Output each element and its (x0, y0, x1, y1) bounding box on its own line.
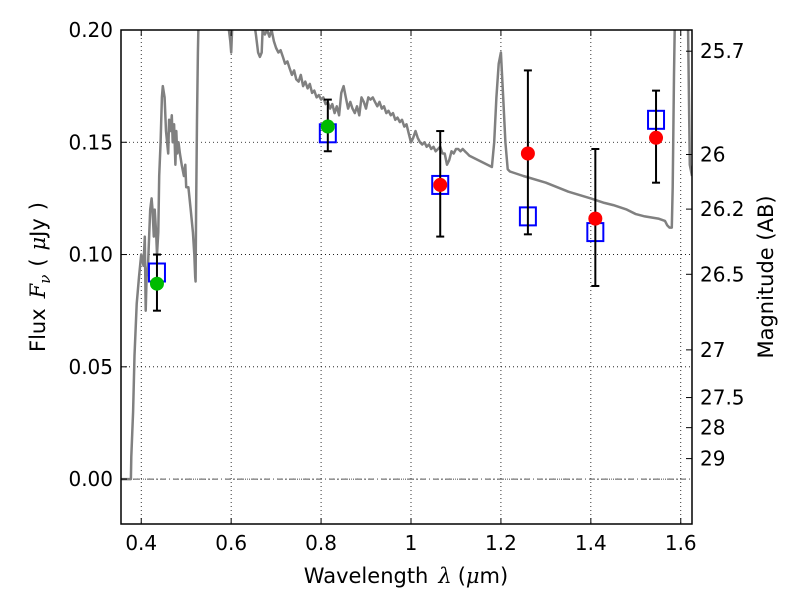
y-tick-label: 0.00 (68, 467, 113, 491)
detection-point (320, 119, 335, 134)
x-tick-label: 1.6 (665, 531, 697, 555)
data-points (149, 119, 664, 291)
measurement-point (588, 211, 603, 226)
x-axis-ticks: 0.4 0.6 0.8 1 1.2 1.4 1.6 (125, 30, 697, 555)
x-tick-label: 1 (405, 531, 418, 555)
x-tick-label: 1.2 (485, 531, 517, 555)
magnitude-tick-label: 28 (700, 416, 725, 440)
magnitude-tick-label: 26.2 (700, 197, 745, 221)
plot-area (121, 30, 692, 524)
plot-content (121, 30, 692, 481)
plot-frame (120, 29, 693, 525)
template-spectrum-line (121, 30, 692, 481)
magnitude-tick-label: 26.5 (700, 262, 745, 286)
y-axis-ticks: 0.00 0.05 0.10 0.15 0.20 (68, 18, 127, 491)
x-tick-label: 0.8 (305, 531, 337, 555)
y-tick-label: 0.10 (68, 243, 113, 267)
y-axis-label: FluxFν(μJy) (26, 202, 54, 352)
detection-point (149, 276, 164, 291)
magnitude-tick-label: 29 (700, 447, 725, 471)
magnitude-tick-label: 25.7 (700, 39, 745, 63)
magnitude-axis-label: Magnitude (AB) (754, 195, 778, 358)
x-tick-label: 0.6 (215, 531, 247, 555)
x-tick-label: 1.4 (575, 531, 607, 555)
y-tick-label: 0.20 (68, 18, 113, 42)
y-tick-label: 0.15 (68, 130, 113, 154)
measurement-point (520, 146, 535, 161)
magnitude-tick-label: 26 (700, 143, 725, 167)
y-tick-label: 0.05 (68, 355, 113, 379)
x-tick-label: 0.4 (125, 531, 157, 555)
magnitude-tick-label: 27.5 (700, 386, 745, 410)
magnitude-axis-ticks: 25.7 26 26.2 26.5 27 27.5 28 29 (686, 39, 745, 471)
measurement-point (433, 177, 448, 192)
measurement-point (649, 130, 664, 145)
x-axis-label: Wavelength λ (μm) (304, 564, 508, 588)
magnitude-tick-label: 27 (700, 338, 725, 362)
